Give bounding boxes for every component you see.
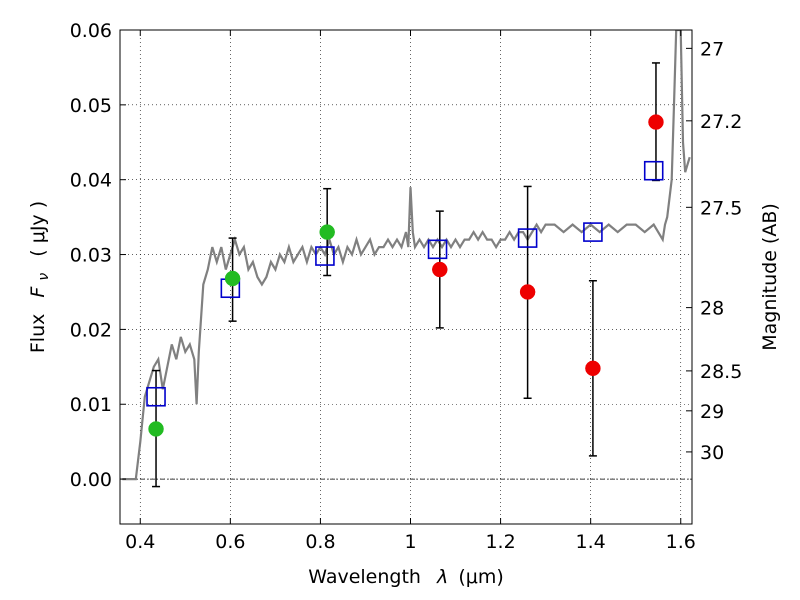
y-tick-label: 0.00 (70, 469, 112, 491)
y-axis: 0.00 0.01 0.02 0.03 0.04 0.05 0.06 (70, 20, 126, 491)
model-point (517, 228, 538, 248)
magnitude-tick-label: 27 (700, 38, 724, 60)
spectrum-line (122, 30, 691, 481)
observed-point (648, 114, 664, 130)
y-axis-title: Flux F ν ( μJy ) (27, 201, 53, 353)
y-axis-symbol: F (27, 286, 49, 298)
magnitude-tick-label: 27.5 (700, 197, 742, 219)
x-tick-label: 1.2 (485, 531, 515, 553)
observed-point (224, 270, 241, 287)
observed-point (319, 224, 335, 240)
y-axis-unit: ( μJy ) (27, 201, 49, 257)
x-axis-unit: (μm) (458, 566, 503, 588)
observed-point (432, 261, 448, 278)
plot-background (120, 30, 692, 524)
x-tick-label: 0.6 (215, 531, 245, 553)
x-axis-label: Wavelength (308, 566, 421, 588)
x-axis: 0.4 0.6 0.8 1 1.2 1.4 1.6 (125, 30, 696, 553)
magnitude-tick-label: 28.5 (700, 361, 742, 383)
observed-point (585, 360, 601, 377)
x-tick-label: 1.6 (666, 531, 696, 553)
model-point (146, 386, 166, 407)
model-point (315, 246, 335, 266)
plot-frame (119, 29, 693, 525)
y-tick-label: 0.01 (70, 394, 112, 416)
series-group (122, 30, 691, 488)
y-axis-label: Flux (27, 314, 49, 354)
model-point (643, 160, 664, 181)
model-point (427, 239, 448, 260)
magnitude-tick-label: 30 (700, 442, 724, 464)
y-tick-label: 0.05 (70, 95, 112, 117)
magnitude-tick-label: 27.2 (700, 111, 742, 133)
y-tick-label: 0.03 (70, 245, 112, 267)
x-tick-label: 0.4 (125, 531, 155, 553)
observed-point (519, 284, 536, 300)
y-tick-label: 0.04 (70, 170, 112, 192)
y-tick-label: 0.06 (70, 20, 112, 42)
x-tick-label: 1.4 (576, 531, 606, 553)
magnitude-axis: 27 27.2 27.5 28 28.5 29 30 (686, 38, 742, 464)
x-tick-label: 1 (404, 531, 416, 553)
magnitude-tick-label: 29 (700, 401, 724, 423)
observed-point (148, 421, 164, 437)
x-axis-symbol: λ (436, 566, 448, 588)
plot-frame-group (119, 29, 693, 525)
magnitude-axis-title: Magnitude (AB) (759, 203, 781, 351)
y-axis-subscript: ν (36, 273, 52, 281)
magnitude-tick-label: 28 (700, 298, 724, 320)
x-axis-title: Wavelength λ (μm) (308, 566, 503, 588)
y-tick-label: 0.02 (70, 319, 112, 341)
model-point (583, 222, 603, 242)
x-tick-label: 0.8 (305, 531, 335, 553)
